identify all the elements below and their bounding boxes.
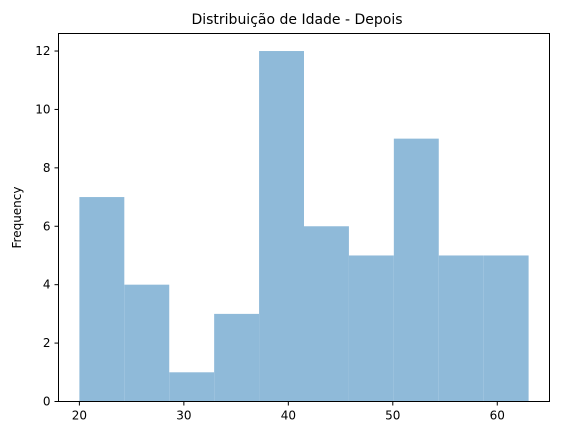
y-tick-label: 0: [43, 395, 51, 409]
y-tick-label: 6: [43, 219, 51, 233]
bars-group: [79, 51, 529, 402]
x-tick-label: 20: [72, 409, 87, 423]
histogram-bar: [483, 255, 529, 402]
x-tick-label: 40: [281, 409, 296, 423]
y-axis-label: Frequency: [10, 187, 24, 249]
x-tick-label: 50: [385, 409, 400, 423]
histogram-bar: [169, 372, 215, 402]
y-tick-label: 12: [35, 44, 50, 58]
y-axis-ticks: 0 2 4 6 8 10 12: [35, 44, 59, 409]
y-tick-label: 2: [43, 336, 51, 350]
histogram-bar: [259, 51, 304, 402]
histogram-bar: [438, 255, 484, 402]
histogram-bar: [124, 284, 170, 402]
histogram-bar: [393, 138, 439, 402]
histogram-bar: [214, 313, 260, 402]
histogram-bar: [348, 255, 394, 402]
x-tick-label: 60: [490, 409, 505, 423]
x-tick-label: 30: [176, 409, 191, 423]
y-tick-label: 8: [43, 161, 51, 175]
x-axis-ticks: 20 30 40 50 60: [72, 401, 505, 423]
histogram-bar: [79, 197, 125, 402]
y-tick-label: 10: [35, 102, 50, 116]
histogram-bar: [304, 226, 349, 402]
y-tick-label: 4: [43, 278, 51, 292]
chart-title: Distribuição de Idade - Depois: [191, 12, 402, 28]
plot-frame: [58, 33, 550, 402]
